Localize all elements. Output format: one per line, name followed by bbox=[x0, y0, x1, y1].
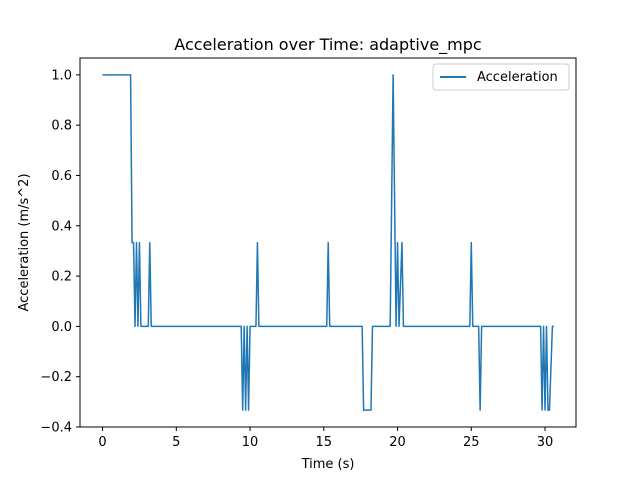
y-axis-label: Acceleration (m/s^2) bbox=[17, 173, 32, 311]
x-tick-label: 25 bbox=[463, 435, 480, 450]
y-axis: −0.4 −0.2 0.0 0.2 0.4 0.6 0.8 1.0 bbox=[40, 68, 80, 436]
x-tick-label: 10 bbox=[242, 435, 259, 450]
x-axis-label: Time (s) bbox=[301, 457, 355, 472]
legend: Acceleration bbox=[432, 63, 570, 91]
axes-frame bbox=[79, 57, 577, 428]
x-tick-label: 30 bbox=[537, 435, 554, 450]
y-tick-label: 0.6 bbox=[51, 169, 72, 184]
y-tick-label: 1.0 bbox=[51, 68, 72, 83]
x-tick-label: 20 bbox=[389, 435, 406, 450]
series-line-0 bbox=[102, 74, 554, 411]
legend-box bbox=[432, 63, 570, 91]
y-tick-label: 0.4 bbox=[51, 219, 72, 234]
y-tick-label: −0.2 bbox=[40, 370, 72, 385]
y-tick-label: 0.2 bbox=[51, 270, 72, 285]
legend-label: Acceleration bbox=[477, 70, 558, 85]
x-tick-label: 0 bbox=[98, 435, 106, 450]
x-tick-label: 5 bbox=[172, 435, 180, 450]
plot-area bbox=[102, 74, 554, 411]
chart-title: Acceleration over Time: adaptive_mpc bbox=[174, 35, 481, 55]
x-tick-label: 15 bbox=[316, 435, 333, 450]
y-tick-label: 0.0 bbox=[51, 320, 72, 335]
y-tick-label: −0.4 bbox=[40, 421, 72, 436]
y-tick-label: 0.8 bbox=[51, 119, 72, 134]
x-axis: 0 5 10 15 20 25 30 bbox=[98, 427, 553, 450]
